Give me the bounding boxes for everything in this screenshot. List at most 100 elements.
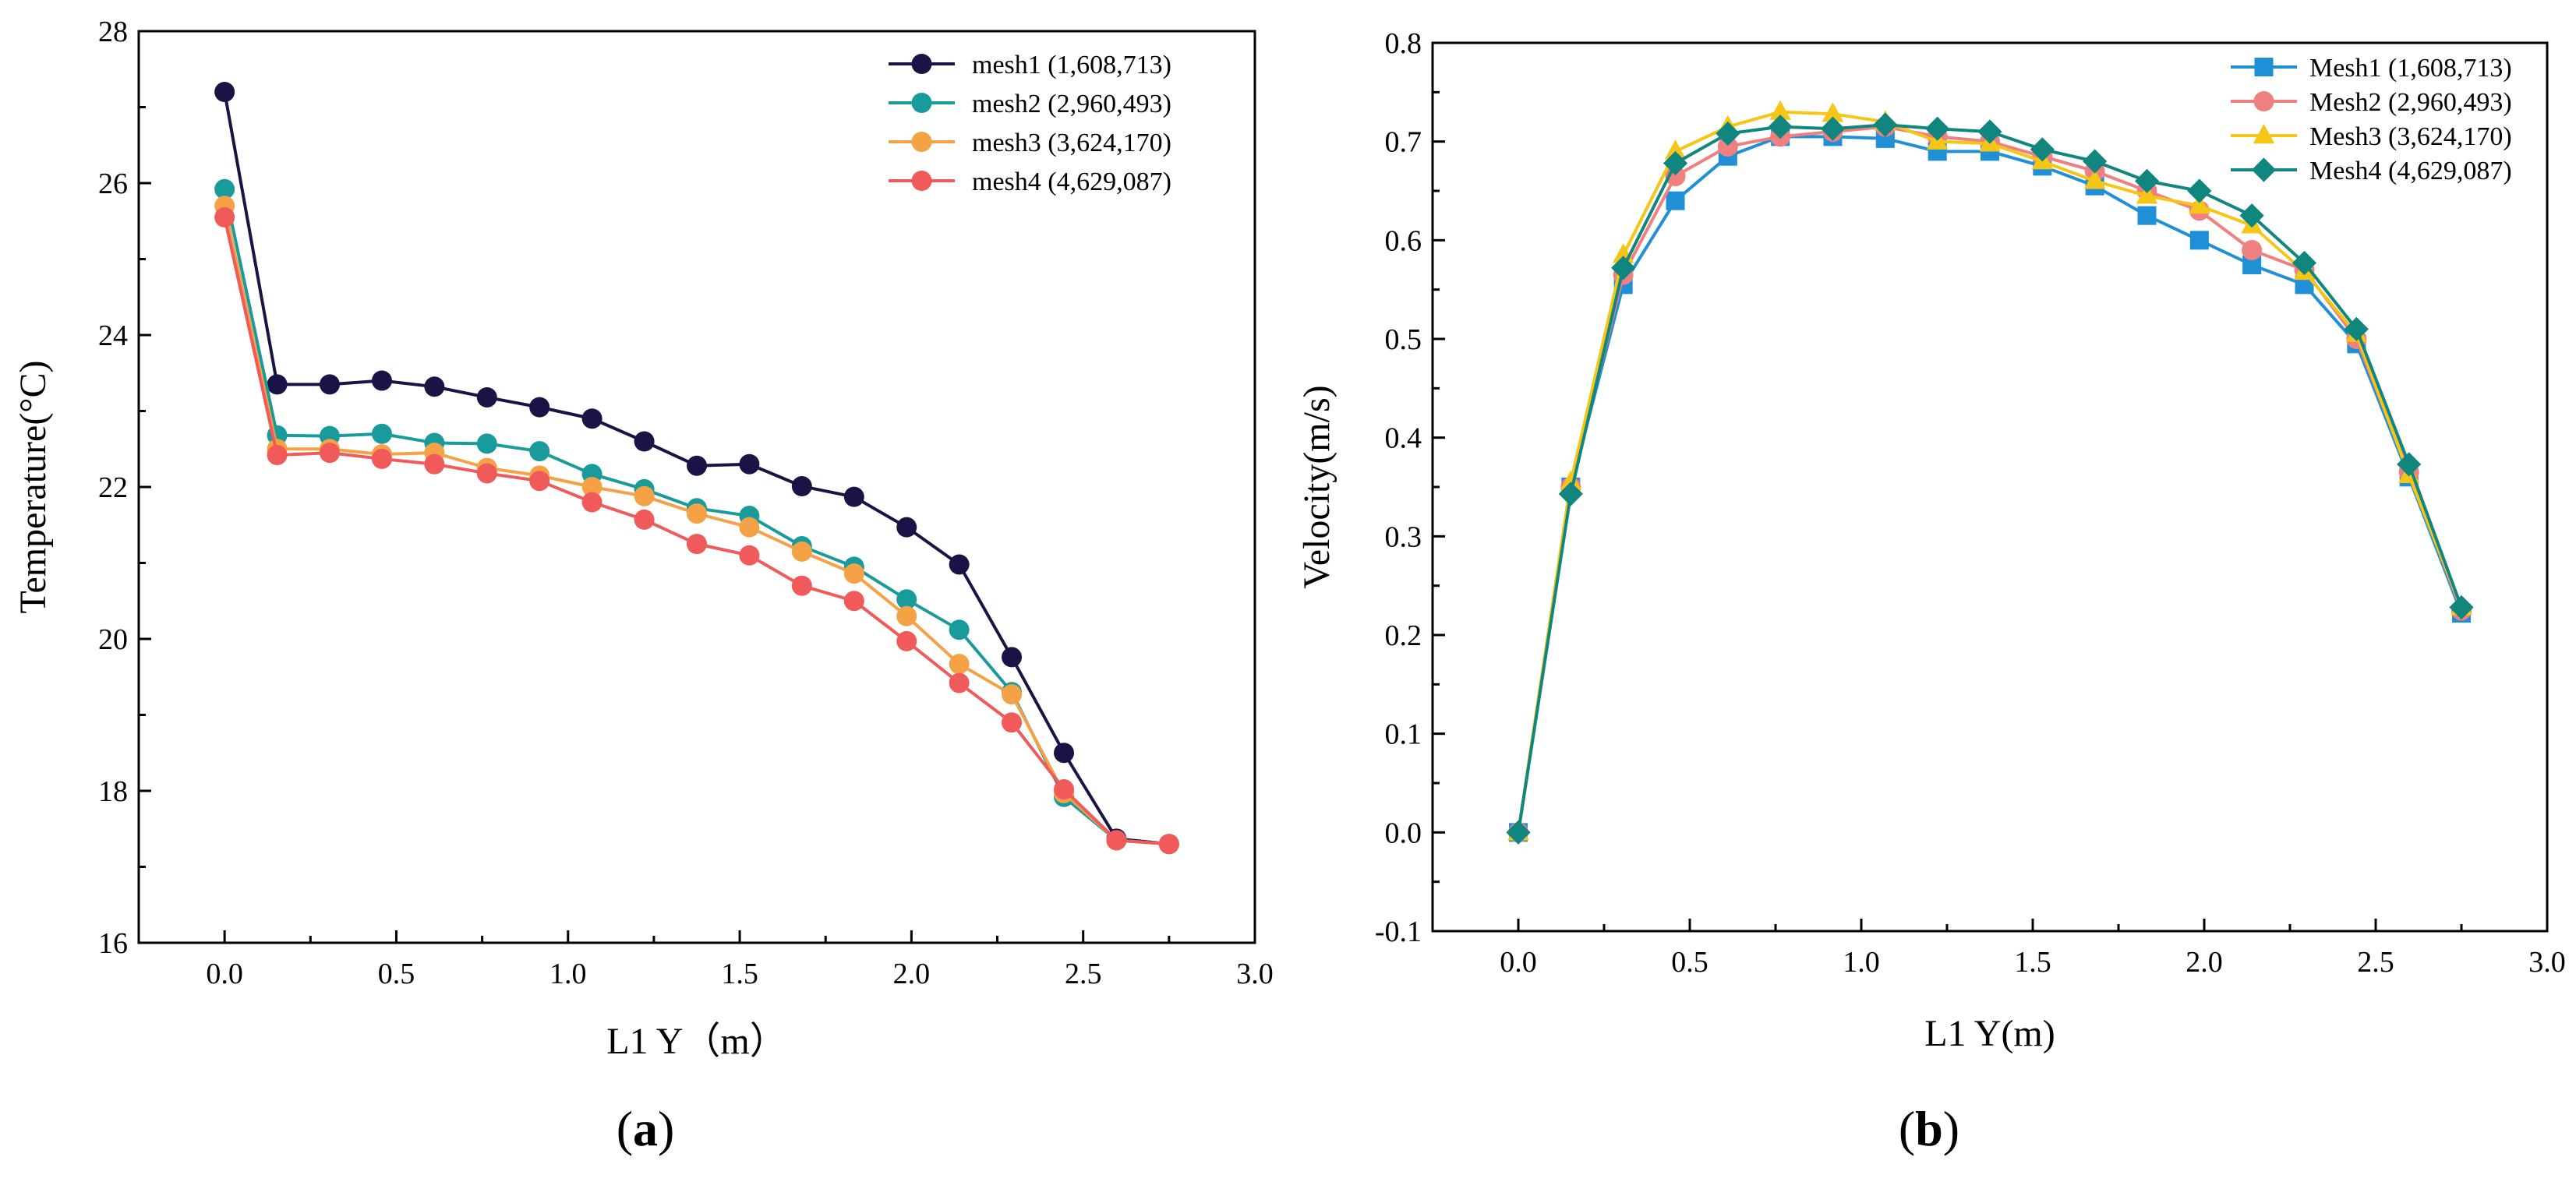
- data-point: [476, 433, 497, 454]
- data-point: [1925, 116, 1950, 141]
- legend-swatch-marker: [911, 54, 932, 74]
- panel-label-b: (b): [1899, 1101, 1959, 1156]
- data-point: [2189, 231, 2209, 250]
- data-point: [371, 423, 392, 444]
- panel-label-a: (a): [617, 1101, 675, 1156]
- data-point: [1002, 684, 1023, 705]
- legend-swatch-marker: [911, 171, 932, 191]
- data-point: [1558, 482, 1583, 506]
- data-point: [1666, 191, 1685, 210]
- data-point: [896, 605, 917, 626]
- data-point: [2189, 194, 2210, 214]
- data-point: [476, 386, 497, 408]
- x-tick-label: 0.0: [1500, 946, 1537, 979]
- legend-label: Mesh4 (4,629,087): [2309, 157, 2512, 185]
- data-point: [529, 441, 550, 462]
- chart-panel-b: 0.0 0.5 1.0 1.5 2.0 2.5 3.0 -0.1 0.0 0.1 0.2 0.3 0.4…: [1296, 27, 2566, 1054]
- data-point: [1822, 102, 1844, 122]
- data-point: [1054, 779, 1075, 800]
- legend-item: Mesh4 (4,629,087): [2231, 157, 2512, 185]
- data-point: [739, 517, 760, 538]
- data-point: [214, 178, 235, 199]
- y-tick-label: 18: [98, 775, 128, 808]
- y-axis-title: Temperature(°C): [12, 360, 54, 613]
- data-point: [687, 503, 707, 524]
- x-tick-label: 0.5: [378, 958, 415, 990]
- legend-item: Mesh1 (1,608,713): [2231, 54, 2512, 83]
- legend-item: Mesh3 (3,624,170): [2231, 122, 2512, 151]
- legend-label: mesh2 (2,960,493): [972, 90, 1171, 118]
- data-point: [2449, 595, 2474, 620]
- data-point: [581, 408, 602, 429]
- data-point: [1716, 121, 1740, 146]
- panel-label-a-close: ): [658, 1101, 674, 1156]
- data-point: [1977, 119, 2002, 144]
- y-tick-label: 24: [98, 319, 128, 352]
- data-point: [214, 82, 235, 102]
- legend-swatch-marker: [2253, 91, 2274, 111]
- data-point: [1611, 256, 1636, 281]
- legend: mesh1 (1,608,713) mesh2 (2,960,493) mesh3 …: [889, 51, 1171, 196]
- x-tick-label: 3.0: [1236, 958, 1274, 990]
- legend-item: Mesh2 (2,960,493): [2231, 88, 2512, 117]
- data-point: [2136, 184, 2158, 204]
- y-tick-label: 0.6: [1385, 224, 1422, 257]
- y-tick-label: 0.4: [1385, 422, 1422, 455]
- y-tick-label: 16: [98, 927, 128, 960]
- x-tick-label: 2.0: [2186, 946, 2223, 979]
- data-point: [581, 477, 602, 497]
- panel-label-b-open: (: [1899, 1101, 1915, 1156]
- data-point: [896, 630, 917, 651]
- y-tick-label: 0.0: [1385, 817, 1422, 849]
- data-point: [687, 455, 707, 476]
- data-point: [476, 463, 497, 484]
- panel-label-a-letter: a: [633, 1101, 658, 1156]
- series-4: [1506, 112, 2474, 845]
- data-point: [1873, 112, 1898, 137]
- x-tick-label: 2.5: [1065, 958, 1102, 990]
- x-tick-label: 0.0: [206, 958, 243, 990]
- legend-label: mesh1 (1,608,713): [972, 51, 1171, 79]
- data-point: [739, 453, 760, 475]
- data-point: [2134, 168, 2160, 193]
- y-tick-label: 0.5: [1385, 323, 1422, 356]
- y-tick-label: 28: [98, 16, 128, 48]
- data-point: [529, 471, 550, 492]
- x-tick-label: 2.0: [893, 958, 931, 990]
- data-point: [371, 370, 392, 391]
- data-point: [843, 486, 864, 507]
- y-tick-label: 0.2: [1385, 619, 1422, 652]
- legend: Mesh1 (1,608,713) Mesh2 (2,960,493) Mesh3 …: [2231, 54, 2512, 185]
- data-point: [949, 672, 970, 693]
- legend-swatch-marker: [2253, 124, 2275, 144]
- data-point: [1106, 830, 1127, 851]
- data-point: [1820, 116, 1846, 141]
- svg-text:(b): (b): [1899, 1101, 1959, 1156]
- x-tick-label: 3.0: [2528, 946, 2566, 979]
- chart-panel-a: 0.0 0.5 1.0 1.5 2.0 2.5 3.0 16 18 20 22 24 26 28 L1 Y（…: [12, 16, 1274, 1062]
- data-point: [2344, 316, 2369, 341]
- x-tick-label: 0.5: [1671, 946, 1708, 979]
- data-point: [2397, 452, 2422, 477]
- svg-text:(a): (a): [617, 1101, 675, 1156]
- data-point: [319, 374, 340, 395]
- x-tick-label: 2.5: [2357, 946, 2394, 979]
- data-point: [319, 443, 340, 464]
- x-tick-label: 1.0: [549, 958, 587, 990]
- data-point: [1560, 470, 1582, 490]
- data-point: [2242, 240, 2263, 260]
- data-point: [791, 575, 812, 596]
- data-point: [634, 485, 655, 506]
- data-point: [791, 541, 812, 562]
- y-tick-label: 20: [98, 623, 128, 656]
- x-axis-title: L1 Y（m）: [606, 1021, 787, 1062]
- y-tick-label: 26: [98, 168, 128, 200]
- data-point: [2083, 169, 2106, 189]
- data-point: [949, 654, 970, 675]
- data-point: [1002, 712, 1023, 733]
- data-point: [2239, 203, 2264, 228]
- legend-label: Mesh1 (1,608,713): [2309, 54, 2512, 83]
- data-point: [1506, 820, 1531, 845]
- data-point: [267, 374, 288, 395]
- data-point: [424, 376, 445, 397]
